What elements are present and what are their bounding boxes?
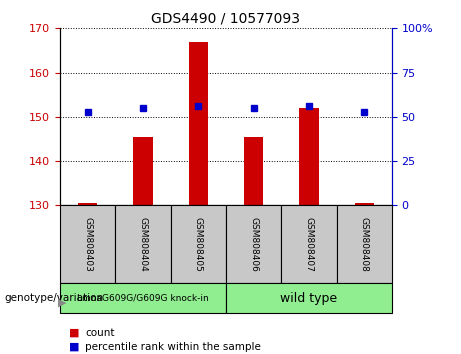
Bar xyxy=(244,137,263,205)
Text: GSM808403: GSM808403 xyxy=(83,217,92,272)
Text: ▶: ▶ xyxy=(58,298,66,308)
Bar xyxy=(133,137,153,205)
Bar xyxy=(189,41,208,205)
Text: ■: ■ xyxy=(69,342,80,352)
Title: GDS4490 / 10577093: GDS4490 / 10577093 xyxy=(151,12,301,26)
Bar xyxy=(281,205,337,283)
Text: GSM808406: GSM808406 xyxy=(249,217,258,272)
Bar xyxy=(60,205,115,283)
Bar xyxy=(226,283,392,313)
Bar xyxy=(299,108,319,205)
Bar xyxy=(60,283,226,313)
Text: GSM808405: GSM808405 xyxy=(194,217,203,272)
Text: count: count xyxy=(85,328,115,338)
Text: GSM808407: GSM808407 xyxy=(304,217,313,272)
Text: GSM808404: GSM808404 xyxy=(138,217,148,272)
Text: percentile rank within the sample: percentile rank within the sample xyxy=(85,342,261,352)
Bar xyxy=(115,205,171,283)
Text: ■: ■ xyxy=(69,328,80,338)
Bar xyxy=(226,205,281,283)
Text: genotype/variation: genotype/variation xyxy=(5,293,104,303)
Bar xyxy=(355,203,374,205)
Text: wild type: wild type xyxy=(280,292,337,305)
Text: LmnaG609G/G609G knock-in: LmnaG609G/G609G knock-in xyxy=(77,294,209,303)
Bar xyxy=(171,205,226,283)
Bar xyxy=(337,205,392,283)
Bar xyxy=(78,203,97,205)
Text: GSM808408: GSM808408 xyxy=(360,217,369,272)
